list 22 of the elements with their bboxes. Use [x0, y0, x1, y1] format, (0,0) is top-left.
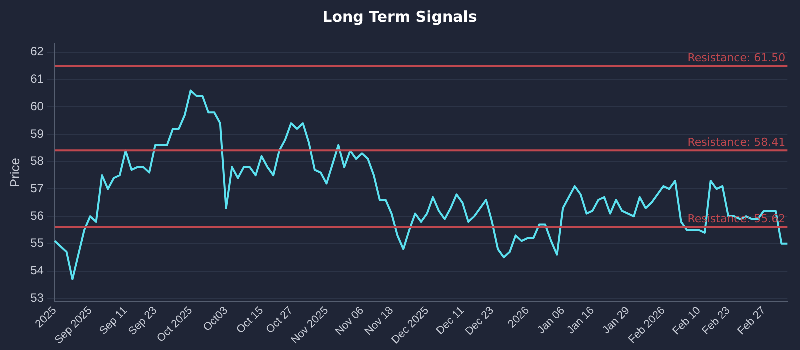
y-tick-label: 54 — [30, 264, 44, 278]
chart-title: Long Term Signals — [322, 7, 478, 28]
x-tick-label: Sep 11 — [98, 304, 130, 338]
y-tick-label: 56 — [30, 208, 44, 223]
x-tick-label: Oct 15 — [234, 304, 266, 336]
y-tick-label: 61 — [30, 72, 44, 86]
ref-line-label: Resistance: 58.41 — [688, 136, 786, 149]
y-tick-label: 55 — [30, 236, 44, 250]
y-tick-label: 53 — [30, 290, 44, 305]
x-tick-label: Jan 16 — [565, 304, 597, 337]
y-tick-label: 59 — [30, 126, 44, 141]
x-tick-label: Jan 06 — [536, 304, 568, 337]
y-tick-label: 57 — [30, 182, 44, 196]
y-tick-label: 58 — [30, 154, 44, 168]
y-axis-title: Price — [7, 158, 22, 188]
x-tick-label: Oct 27 — [264, 304, 296, 336]
y-tick-label: 60 — [30, 99, 44, 114]
x-tick-label: Feb 27 — [736, 304, 768, 338]
x-tick-label: Jan 29 — [600, 304, 632, 337]
ref-line-label: Resistance: 61.50 — [688, 51, 786, 64]
x-tick-label: Dec 23 — [463, 304, 496, 338]
y-tick-label: 62 — [30, 44, 44, 59]
